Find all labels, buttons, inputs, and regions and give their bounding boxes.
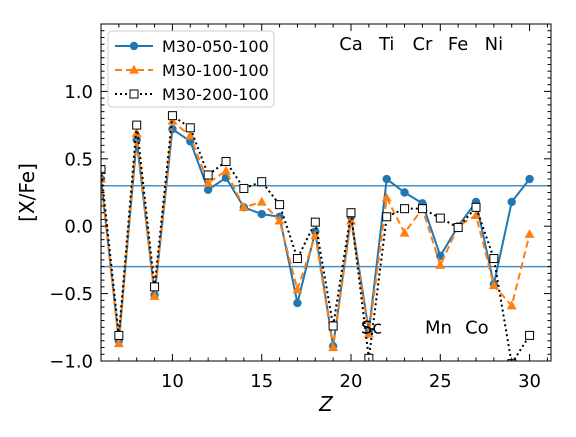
data-point-M30-200-100-z27: [471, 202, 481, 212]
data-point-M30-100-100-z17: [292, 284, 303, 294]
data-point-M30-100-100-z30: [524, 229, 535, 238]
data-point-M30-200-100-z14: [239, 183, 249, 193]
data-point-M30-100-100-z27: [471, 210, 481, 220]
data-point-M30-100-100-z22: [381, 192, 392, 202]
y-tick-label: 1.0: [64, 82, 93, 103]
x-tick-label: 20: [340, 371, 363, 392]
x-tick-label: 15: [250, 371, 273, 392]
data-point-M30-100-100-z14: [238, 202, 249, 211]
data-point-M30-050-100-z12: [203, 185, 213, 195]
data-point-M30-100-100-z10: [167, 115, 178, 125]
data-point-M30-100-100-z21: [363, 328, 374, 338]
data-point-M30-200-100-z19: [328, 321, 338, 331]
legend-entry: M30-200-100: [115, 85, 269, 104]
data-point-M30-200-100-z30: [525, 330, 535, 340]
data-point-M30-050-100-z29: [507, 197, 516, 207]
data-point-M30-200-100-z13: [221, 156, 231, 166]
legend-marker: [129, 64, 139, 74]
y-tick-label: 0.0: [64, 217, 93, 238]
data-point-M30-200-100-z8: [132, 120, 142, 130]
legend-label: M30-100-100: [162, 61, 269, 80]
y-tick-label: 0.5: [64, 149, 93, 170]
data-point-M30-050-100-z15: [257, 209, 266, 219]
element-label-Ni: Ni: [485, 34, 503, 55]
data-point-M30-200-100-z11: [185, 123, 195, 133]
legend-label: M30-050-100: [162, 37, 269, 56]
element-labels: Ca Ti Cr Fe Ni Sc Mn Co: [339, 34, 503, 338]
data-point-M30-200-100-z18: [310, 217, 320, 227]
data-point-M30-100-100-z15: [256, 196, 267, 206]
x-tick-label: 10: [161, 371, 184, 392]
data-point-M30-200-100-z23: [400, 204, 410, 214]
x-tick-label: 30: [518, 371, 541, 392]
data-point-M30-100-100-z9: [149, 291, 160, 300]
element-label-Cr: Cr: [412, 34, 433, 55]
axis-ticks: 10 15 20 25 30 1.0 0.5 0.0 −0.5 −1.0: [49, 24, 551, 392]
x-tick-label: 25: [429, 371, 452, 392]
element-label-Sc: Sc: [361, 317, 382, 338]
data-point-M30-100-100-z28: [488, 280, 499, 290]
data-point-M30-100-100-z23: [399, 227, 410, 237]
element-label-Ca: Ca: [339, 34, 363, 55]
data-point-M30-200-100-z9: [150, 282, 160, 292]
data-point-M30-200-100-z7: [114, 330, 124, 340]
legend-label: M30-200-100: [162, 85, 269, 104]
legend-marker: [129, 41, 139, 51]
data-point-M30-050-100-z23: [400, 188, 409, 197]
y-axis-label: [X/Fe]: [15, 163, 39, 222]
data-point-M30-200-100-z17: [292, 254, 302, 264]
data-point-M30-100-100-z16: [274, 215, 285, 225]
legend: M30-050-100 M30-100-100 M30-200-100: [107, 30, 275, 108]
data-point-M30-200-100-z12: [203, 170, 213, 180]
element-label-Ti: Ti: [378, 34, 394, 55]
data-point-M30-200-100-z15: [257, 177, 267, 187]
data-point-M30-200-100-z16: [275, 200, 285, 210]
data-point-M30-100-100-z13: [221, 165, 231, 175]
y-tick-label: −1.0: [49, 352, 93, 373]
legend-entry: M30-100-100: [115, 61, 269, 80]
data-point-M30-100-100-z7: [113, 338, 124, 348]
data-point-M30-100-100-z11: [185, 130, 196, 140]
element-label-Co: Co: [465, 317, 489, 338]
legend-box: [107, 30, 275, 108]
data-point-M30-200-100-z10: [167, 111, 177, 121]
data-point-M30-200-100-z6: [101, 165, 106, 175]
data-point-M30-200-100-z20: [346, 208, 356, 218]
data-point-M30-050-100-z30: [525, 174, 534, 184]
data-point-M30-100-100-z29: [506, 300, 517, 310]
data-point-M30-050-100-z17: [293, 298, 302, 308]
element-label-Fe: Fe: [448, 34, 468, 55]
x-axis-label: Z: [318, 392, 334, 416]
element-label-Mn: Mn: [425, 317, 452, 338]
data-point-M30-050-100-z22: [382, 174, 391, 184]
data-point-M30-100-100-z25: [435, 260, 446, 269]
data-point-M30-200-100-z25: [435, 213, 445, 223]
data-point-M30-200-100-z28: [489, 254, 499, 264]
y-tick-label: −0.5: [49, 284, 93, 305]
data-point-M30-200-100-z26: [453, 223, 463, 233]
legend-entry: M30-050-100: [115, 37, 269, 56]
legend-marker: [129, 89, 139, 99]
data-point-M30-200-100-z22: [382, 212, 392, 222]
data-point-M30-100-100-z19: [328, 342, 339, 352]
reference-lines: [101, 185, 551, 268]
data-point-M30-200-100-z24: [417, 204, 427, 214]
data-point-M30-100-100-z12: [203, 177, 214, 187]
